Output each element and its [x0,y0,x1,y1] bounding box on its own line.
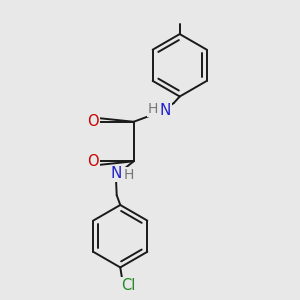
Text: N: N [160,103,171,118]
Text: Cl: Cl [122,278,136,293]
Text: N: N [110,166,122,181]
Text: O: O [87,154,99,169]
Text: O: O [87,114,99,129]
Text: H: H [148,102,158,116]
Text: H: H [123,168,134,182]
